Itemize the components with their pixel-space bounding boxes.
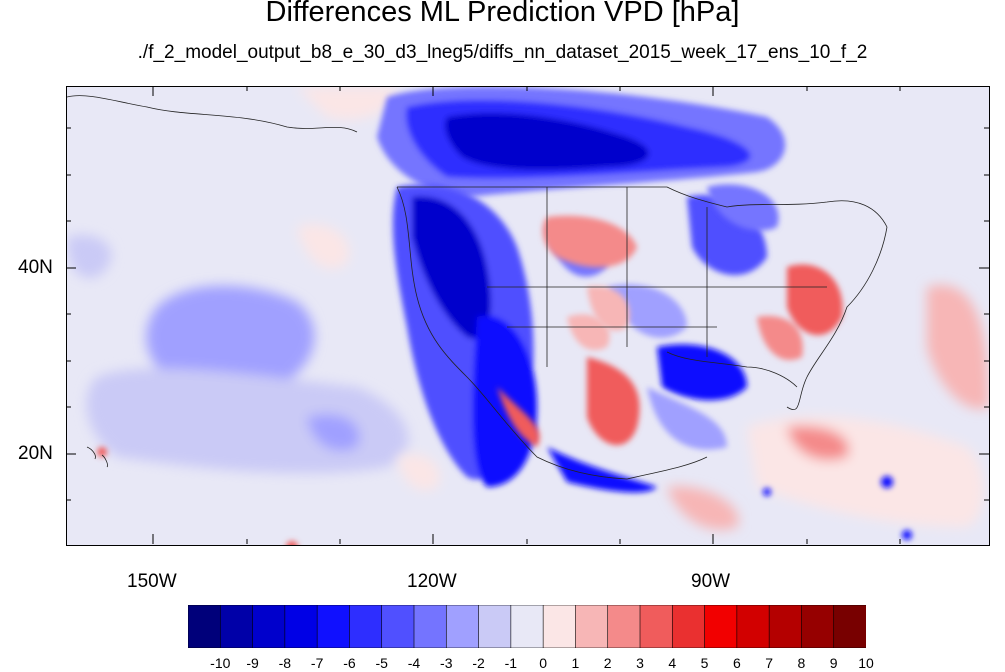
colorbar-tick-label: 7 [765,655,774,671]
colorbar-swatch [445,605,480,648]
colorbar-tick-label: 8 [797,655,806,671]
colorbar-swatch [510,605,544,648]
colorbar-swatch [188,605,222,648]
colorbar-swatch [413,605,448,648]
colorbar-swatch [252,605,286,648]
tick-marks [66,86,989,544]
colorbar-tick-label: -2 [472,655,485,671]
colorbar-tick-label: -7 [310,655,324,671]
colorbar [188,605,866,648]
lat-label-20n: 20N [18,443,53,464]
colorbar-tick-label: 10 [858,655,874,671]
colorbar-tick-label: -6 [343,655,356,671]
colorbar-swatch [219,605,254,648]
colorbar-swatch [349,605,383,648]
colorbar-swatch [736,605,770,648]
colorbar-swatch [316,605,351,648]
colorbar-tick-label: 2 [603,655,612,671]
colorbar-tick-label: 0 [539,655,548,671]
field-central-positive [542,215,637,331]
colorbar-swatch [607,605,641,648]
colorbar-swatch [671,605,706,648]
colorbar-tick-label: 9 [829,655,838,671]
lat-label-40n: 40N [18,257,53,278]
colorbar-tick-label: -5 [375,655,388,671]
colorbar-svg [188,605,866,648]
colorbar-swatch [284,605,318,648]
chart-subtitle: ./f_2_model_output_b8_e_30_d3_lneg5/diff… [137,42,868,63]
colorbar-swatch [704,605,738,648]
map-field-svg [67,87,989,545]
field-east-positive [707,184,843,361]
field-pacific-negative [67,235,409,474]
colorbar-swatch [768,605,803,648]
colorbar-swatch [542,605,577,648]
field-small-features [97,447,912,545]
field-atlantic-positive [667,285,989,530]
lon-label-120w: 120W [407,571,457,592]
coastline-outlines [67,95,888,480]
lon-label-90w: 90W [691,571,731,592]
colorbar-tick-label: 4 [668,655,677,671]
colorbar-swatch [639,605,674,648]
colorbar-tick-label: 1 [571,655,580,671]
field-pacific-positive [297,87,440,491]
colorbar-swatch [381,605,415,648]
colorbar-tick-label: 3 [636,655,644,671]
colorbar-tick-label: -4 [407,655,421,671]
map-panel [66,86,990,546]
colorbar-tick-label: -9 [246,655,259,671]
field-canada-negative [377,87,786,197]
colorbar-tick-label: -10 [210,655,231,671]
colorbar-tick-label: 5 [700,655,709,671]
colorbar-swatch [478,605,512,648]
colorbar-swatch [833,605,866,648]
colorbar-tick-label: 6 [732,655,741,671]
colorbar-swatch [575,605,609,648]
colorbar-tick-label: -1 [504,655,518,671]
field-mexico [497,314,657,493]
colorbar-swatch [801,605,835,648]
chart-title: Differences ML Prediction VPD [hPa] [265,0,740,28]
colorbar-tick-label: -3 [440,655,453,671]
lon-label-150w: 150W [127,571,177,592]
colorbar-tick-label: -8 [278,655,292,671]
